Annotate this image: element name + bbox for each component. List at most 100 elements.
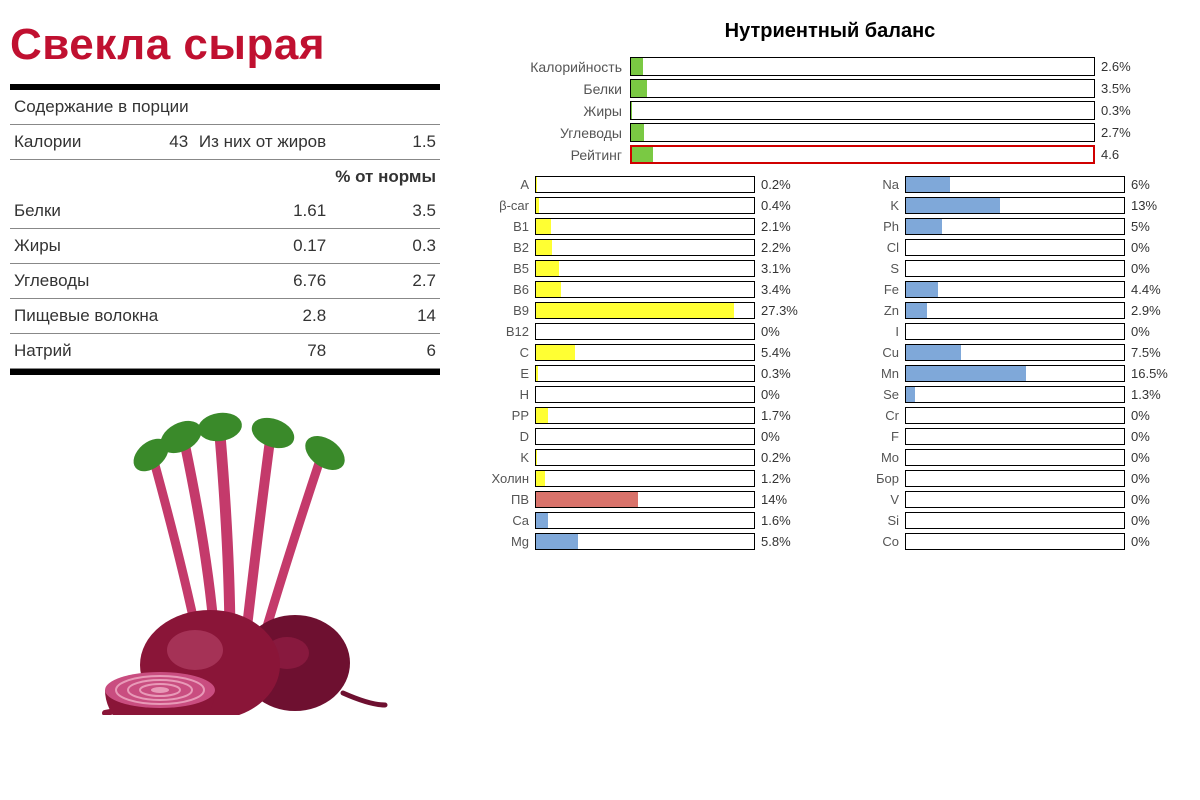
micro-pct: 4.4% — [1125, 282, 1180, 297]
micro-bar-track — [535, 344, 755, 361]
micro-label: B2 — [480, 240, 535, 255]
micro-bar-track — [905, 491, 1125, 508]
micro-bar-track — [535, 176, 755, 193]
micro-label: Si — [850, 513, 905, 528]
micro-bar-track — [905, 386, 1125, 403]
micro-pct: 1.6% — [755, 513, 810, 528]
macro-row: Рейтинг 4.6 — [510, 145, 1150, 164]
micro-row: B6 3.4% — [480, 281, 810, 298]
micro-row: Na 6% — [850, 176, 1180, 193]
micro-bar-fill — [906, 282, 938, 297]
micro-row: V 0% — [850, 491, 1180, 508]
micro-label: Холин — [480, 471, 535, 486]
micro-pct: 0% — [1125, 429, 1180, 444]
nutri-row-name: Пищевые волокна — [10, 299, 164, 334]
micro-label: Mg — [480, 534, 535, 549]
micro-bar-track — [535, 281, 755, 298]
micro-row: Mg 5.8% — [480, 533, 810, 550]
micro-pct: 2.9% — [1125, 303, 1180, 318]
micro-bar-track — [535, 197, 755, 214]
micro-row: ПВ 14% — [480, 491, 810, 508]
micro-bar-track — [905, 512, 1125, 529]
from-fat-value: 1.5 — [330, 125, 440, 160]
macro-label: Жиры — [510, 103, 630, 119]
micro-label: D — [480, 429, 535, 444]
micro-bar-track — [905, 428, 1125, 445]
nutrition-facts-table: Содержание в порции Калории 43 Из них от… — [10, 84, 440, 369]
micro-label: H — [480, 387, 535, 402]
micro-bar-fill — [906, 345, 961, 360]
nutri-row-name: Жиры — [10, 229, 164, 264]
micro-bar-track — [905, 302, 1125, 319]
macro-bar-fill — [631, 124, 644, 141]
micro-label: Cr — [850, 408, 905, 423]
micro-label: ПВ — [480, 492, 535, 507]
micro-row: Mo 0% — [850, 449, 1180, 466]
micro-pct: 0% — [1125, 324, 1180, 339]
micro-bar-fill — [536, 492, 638, 507]
nutri-row-pct: 6 — [330, 334, 440, 369]
micro-row: Ca 1.6% — [480, 512, 810, 529]
macro-pct: 2.7% — [1095, 125, 1150, 140]
macro-row: Углеводы 2.7% — [510, 123, 1150, 142]
micro-row: E 0.3% — [480, 365, 810, 382]
micro-bar-track — [905, 470, 1125, 487]
micro-pct: 0% — [1125, 240, 1180, 255]
micro-row: Zn 2.9% — [850, 302, 1180, 319]
micro-bar-track — [535, 491, 755, 508]
micro-pct: 1.3% — [1125, 387, 1180, 402]
micro-bar-track — [535, 470, 755, 487]
micro-label: C — [480, 345, 535, 360]
micro-bar-track — [905, 449, 1125, 466]
micro-label: Mn — [850, 366, 905, 381]
micro-label: β-car — [480, 198, 535, 213]
micro-bar-track — [535, 323, 755, 340]
micro-pct: 7.5% — [1125, 345, 1180, 360]
micro-bar-fill — [906, 366, 1026, 381]
micro-label: B5 — [480, 261, 535, 276]
micro-row: B12 0% — [480, 323, 810, 340]
macro-bar-fill — [632, 147, 653, 162]
macro-bar-track — [630, 79, 1095, 98]
micro-row: K 13% — [850, 197, 1180, 214]
micro-bar-track — [905, 218, 1125, 235]
from-fat-label: Из них от жиров — [193, 132, 326, 151]
micro-bar-track — [535, 386, 755, 403]
micro-pct: 3.4% — [755, 282, 810, 297]
macro-bar-track — [630, 57, 1095, 76]
micro-row: β-car 0.4% — [480, 197, 810, 214]
micro-pct: 1.2% — [755, 471, 810, 486]
macro-bar-fill — [631, 80, 647, 97]
calories-value: 43 — [169, 132, 188, 151]
micro-pct: 0.2% — [755, 450, 810, 465]
micro-label: E — [480, 366, 535, 381]
micro-label: B12 — [480, 324, 535, 339]
micro-bar-track — [905, 407, 1125, 424]
left-panel: Свекла сырая Содержание в порции Калории… — [10, 20, 460, 780]
micro-bar-track — [905, 176, 1125, 193]
micro-label: Na — [850, 177, 905, 192]
micro-row: K 0.2% — [480, 449, 810, 466]
macro-bar-fill — [631, 58, 643, 75]
micro-bar-fill — [906, 387, 915, 402]
micro-label: Se — [850, 387, 905, 402]
micro-label: Fe — [850, 282, 905, 297]
nutri-row-value: 0.17 — [164, 229, 331, 264]
micro-label: Ca — [480, 513, 535, 528]
chart-title: Нутриентный баланс — [470, 20, 1190, 43]
micro-row: PP 1.7% — [480, 407, 810, 424]
micro-bar-track — [905, 344, 1125, 361]
micro-bar-fill — [536, 261, 559, 276]
nutri-row-name: Белки — [10, 194, 164, 229]
micro-pct: 2.2% — [755, 240, 810, 255]
micro-label: PP — [480, 408, 535, 423]
micro-pct: 0% — [1125, 534, 1180, 549]
right-panel: Нутриентный баланс Калорийность 2.6% Бел… — [460, 20, 1190, 780]
micro-pct: 0% — [755, 429, 810, 444]
macro-row: Жиры 0.3% — [510, 101, 1150, 120]
micro-pct: 5.4% — [755, 345, 810, 360]
micro-pct: 14% — [755, 492, 810, 507]
micro-row: C 5.4% — [480, 344, 810, 361]
micro-row: B2 2.2% — [480, 239, 810, 256]
micro-pct: 0.2% — [755, 177, 810, 192]
